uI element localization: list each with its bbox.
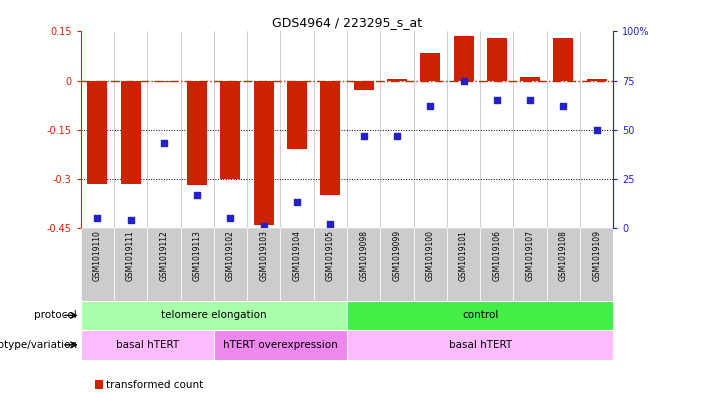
Bar xyxy=(280,228,314,301)
Bar xyxy=(447,228,480,301)
Text: GSM1019105: GSM1019105 xyxy=(326,230,335,281)
Text: GSM1019098: GSM1019098 xyxy=(359,230,368,281)
Text: protocol: protocol xyxy=(34,310,77,320)
Bar xyxy=(247,228,280,301)
Point xyxy=(591,127,602,133)
Bar xyxy=(554,38,573,81)
Point xyxy=(191,191,203,198)
Point xyxy=(225,215,236,221)
Bar xyxy=(254,81,273,225)
Text: GSM1019103: GSM1019103 xyxy=(259,230,268,281)
Text: transformed count: transformed count xyxy=(106,380,203,390)
Text: GSM1019100: GSM1019100 xyxy=(426,230,435,281)
Bar xyxy=(381,228,414,301)
Bar xyxy=(314,228,347,301)
Text: GSM1019108: GSM1019108 xyxy=(559,230,568,281)
Bar xyxy=(121,81,140,184)
Text: GSM1019107: GSM1019107 xyxy=(526,230,535,281)
Point xyxy=(92,215,103,221)
Text: GSM1019101: GSM1019101 xyxy=(459,230,468,281)
Bar xyxy=(181,228,214,301)
Bar xyxy=(81,301,347,330)
Point xyxy=(458,77,469,84)
Title: GDS4964 / 223295_s_at: GDS4964 / 223295_s_at xyxy=(272,16,422,29)
Point xyxy=(524,97,536,103)
Text: genotype/variation: genotype/variation xyxy=(0,340,77,350)
Bar xyxy=(287,81,307,149)
Bar xyxy=(320,81,341,195)
Point xyxy=(258,223,269,229)
Text: GSM1019113: GSM1019113 xyxy=(193,230,202,281)
Bar xyxy=(114,228,147,301)
Bar xyxy=(88,81,107,184)
Bar xyxy=(347,228,381,301)
Bar xyxy=(81,228,114,301)
Point xyxy=(391,132,402,139)
Bar xyxy=(147,228,181,301)
Bar xyxy=(587,79,606,81)
Bar xyxy=(354,81,374,90)
Text: GSM1019104: GSM1019104 xyxy=(292,230,301,281)
Bar xyxy=(520,77,540,81)
Text: GSM1019109: GSM1019109 xyxy=(592,230,601,281)
Text: GSM1019112: GSM1019112 xyxy=(159,230,168,281)
Bar xyxy=(347,301,613,330)
Text: telomere elongation: telomere elongation xyxy=(161,310,266,320)
Point xyxy=(491,97,503,103)
Text: control: control xyxy=(462,310,498,320)
Text: GSM1019110: GSM1019110 xyxy=(93,230,102,281)
Point xyxy=(358,132,369,139)
Point xyxy=(292,199,303,206)
Bar xyxy=(580,228,613,301)
Text: hTERT overexpression: hTERT overexpression xyxy=(223,340,338,350)
Bar xyxy=(214,330,347,360)
Text: GSM1019099: GSM1019099 xyxy=(393,230,402,281)
Bar xyxy=(547,228,580,301)
Bar xyxy=(81,330,214,360)
Text: basal hTERT: basal hTERT xyxy=(449,340,512,350)
Text: GSM1019106: GSM1019106 xyxy=(492,230,501,281)
Point xyxy=(425,103,436,109)
Bar xyxy=(214,228,247,301)
Point xyxy=(125,217,136,223)
Text: GSM1019111: GSM1019111 xyxy=(126,230,135,281)
Bar xyxy=(387,79,407,81)
Bar xyxy=(187,81,207,185)
Text: basal hTERT: basal hTERT xyxy=(116,340,179,350)
Point xyxy=(325,221,336,227)
Text: GSM1019102: GSM1019102 xyxy=(226,230,235,281)
Point xyxy=(558,103,569,109)
Bar xyxy=(414,228,447,301)
Bar xyxy=(486,38,507,81)
Bar xyxy=(154,81,174,82)
Bar xyxy=(347,330,613,360)
Bar xyxy=(454,37,474,81)
Bar xyxy=(514,228,547,301)
Point xyxy=(158,140,170,147)
Bar xyxy=(221,81,240,179)
Bar xyxy=(480,228,513,301)
Bar xyxy=(421,53,440,81)
